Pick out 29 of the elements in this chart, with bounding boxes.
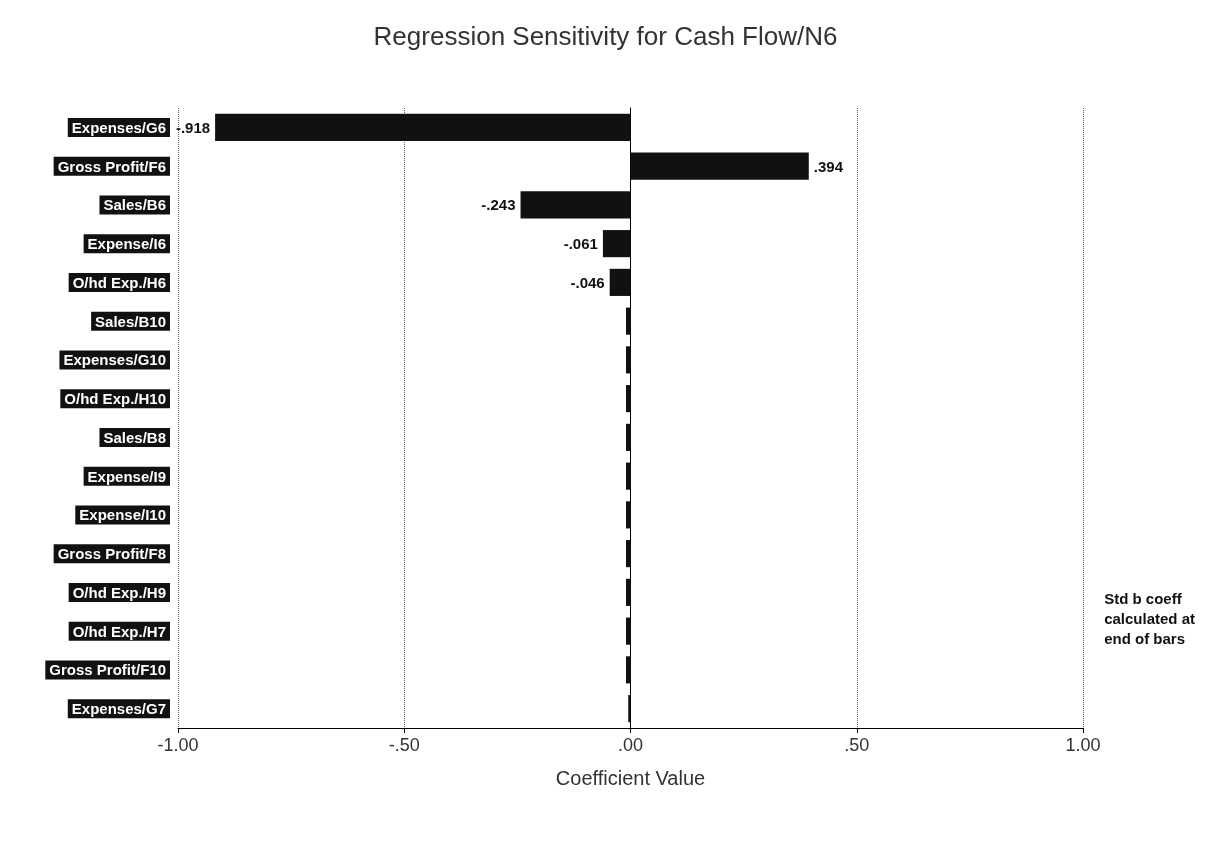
x-tick-label: -.50 xyxy=(388,735,420,755)
x-tick-label: .50 xyxy=(844,735,870,755)
chart-title: Regression Sensitivity for Cash Flow/N6 xyxy=(373,21,838,51)
data-label: .394 xyxy=(813,157,844,175)
y-tick-label: O/hd Exp./H7 xyxy=(72,622,166,640)
y-tick-label: O/hd Exp./H10 xyxy=(64,390,166,408)
y-tick-label: Sales/B10 xyxy=(95,312,166,330)
x-axis-title: Coefficient Value xyxy=(555,767,706,789)
y-tick-label: Expense/I9 xyxy=(87,467,166,485)
y-tick-label: Expenses/G7 xyxy=(71,700,166,718)
y-tick-label: Expense/I6 xyxy=(87,235,166,253)
y-tick-label: Expenses/G10 xyxy=(63,351,166,369)
data-label: -.243 xyxy=(481,196,516,214)
y-tick-label: Gross Profit/F10 xyxy=(49,661,166,679)
y-tick-label: Gross Profit/F8 xyxy=(57,545,166,563)
y-tick-label: O/hd Exp./H6 xyxy=(72,273,166,291)
y-tick-label: Expenses/G6 xyxy=(71,118,166,136)
y-tick-label: O/hd Exp./H9 xyxy=(72,583,166,601)
x-tick-label: .00 xyxy=(617,735,644,755)
y-tick-label: Sales/B8 xyxy=(103,428,166,446)
y-tick-label: Expense/I10 xyxy=(79,506,166,524)
data-label: -.046 xyxy=(570,273,605,291)
data-label: -.061 xyxy=(563,235,598,253)
x-tick-label: 1.00 xyxy=(1065,735,1101,755)
x-tick-label: -1.00 xyxy=(157,735,199,755)
y-tick-label: Gross Profit/F6 xyxy=(57,157,166,175)
y-tick-label: Sales/B6 xyxy=(103,196,166,214)
text: Std b coeff calculated at end of bars xyxy=(1104,589,1195,647)
data-label: -.918 xyxy=(175,118,211,136)
